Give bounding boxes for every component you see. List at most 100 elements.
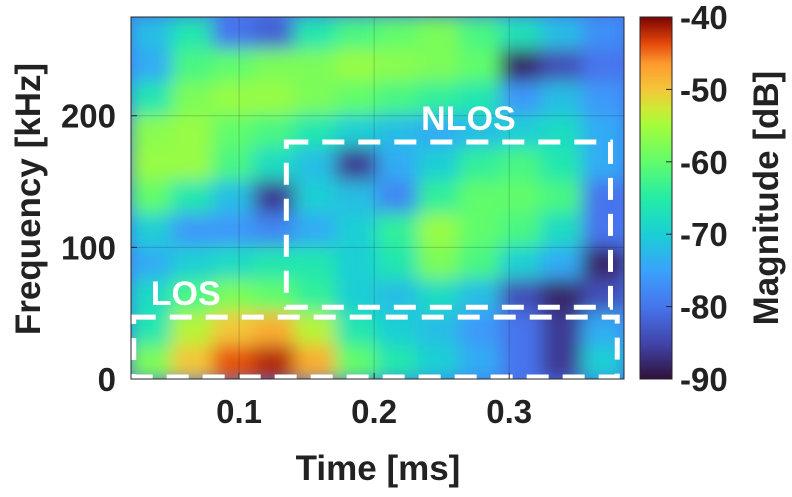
los-region-label: LOS	[151, 275, 221, 313]
heatmap-cell	[335, 213, 379, 249]
heatmap-cell	[171, 48, 215, 84]
colorbar-tick-label: -70	[680, 216, 728, 253]
heatmap-cell	[171, 246, 215, 282]
heatmap-cell	[171, 180, 215, 216]
heatmap-cell	[253, 213, 297, 249]
heatmap-cell	[540, 213, 584, 249]
heatmap-cell	[335, 246, 379, 282]
heatmap-cell	[458, 81, 502, 117]
heatmap-cell	[540, 17, 584, 51]
heatmap-cell	[171, 17, 215, 51]
heatmap-cell	[458, 147, 502, 183]
heatmap-cell	[581, 81, 624, 117]
heatmap-cell	[294, 246, 338, 282]
y-tick-label: 100	[61, 229, 116, 266]
heatmap-cell	[212, 180, 256, 216]
heatmap-cell	[253, 17, 297, 51]
colorbar-tick-label: -90	[680, 361, 728, 398]
heatmap-cell	[499, 48, 543, 84]
heatmap-cell	[581, 213, 624, 249]
heatmap-cell	[417, 48, 461, 84]
heatmap-cell	[294, 213, 338, 249]
colorbar-tick-label: -80	[680, 289, 728, 326]
heatmap-cell	[131, 279, 174, 315]
heatmap-cell	[212, 48, 256, 84]
nlos-region-label: NLOS	[421, 100, 515, 138]
heatmap-cell	[294, 17, 338, 51]
heatmap-cell	[499, 147, 543, 183]
heatmap-cell	[376, 213, 420, 249]
heatmap-cell	[131, 345, 174, 379]
y-tick-label: 0	[98, 361, 116, 398]
x-axis-label: Time [ms]	[296, 449, 461, 488]
heatmap-cell	[171, 213, 215, 249]
colorbar-tick-label: -50	[680, 71, 728, 108]
heatmap-cell	[335, 81, 379, 117]
heatmap-cell	[294, 81, 338, 117]
heatmap-cell	[376, 48, 420, 84]
heatmap-cell	[253, 246, 297, 282]
heatmap-cell	[458, 345, 502, 379]
heatmap-cell	[458, 180, 502, 216]
heatmap-cell	[581, 48, 624, 84]
y-axis-label: Frequency [kHz]	[9, 63, 48, 335]
heatmap-cell	[171, 114, 215, 150]
heatmap-cell	[131, 81, 174, 117]
heatmap-cell	[335, 147, 379, 183]
heatmap-cell	[540, 246, 584, 282]
heatmap-cell	[417, 81, 461, 117]
heatmap-cell	[212, 345, 256, 379]
heatmap-cell	[499, 81, 543, 117]
x-tick-label: 0.3	[486, 393, 532, 430]
y-tick-label: 200	[61, 98, 116, 135]
heatmap-cell	[335, 345, 379, 379]
heatmap-cell	[171, 279, 215, 315]
heatmap-cell	[131, 147, 174, 183]
heatmap-cell	[335, 48, 379, 84]
heatmap-cell	[499, 17, 543, 51]
plot-frame	[130, 16, 625, 380]
heatmap-cell	[376, 345, 420, 379]
heatmap-cell	[253, 81, 297, 117]
heatmap-cell	[294, 48, 338, 84]
heatmap-cell	[212, 147, 256, 183]
heatmap-cell	[499, 246, 543, 282]
heatmap-cell	[212, 213, 256, 249]
los-region-box	[131, 314, 620, 380]
heatmap-cell	[499, 180, 543, 216]
heatmap-cell	[131, 17, 174, 51]
heatmap-cell	[294, 345, 338, 379]
heatmap-cell	[458, 213, 502, 249]
annotation-regions: LOS NLOS	[131, 100, 620, 380]
heatmap-cell	[212, 17, 256, 51]
heatmap-cell	[581, 147, 624, 183]
heatmap-cell	[131, 246, 174, 282]
heatmap-cell	[458, 246, 502, 282]
heatmap-cell	[581, 246, 624, 282]
heatmap-cell	[458, 48, 502, 84]
heatmap-cell	[581, 180, 624, 216]
heatmap-cell	[171, 81, 215, 117]
heatmap-cell	[253, 147, 297, 183]
heatmap-cell	[458, 17, 502, 51]
heatmap-cell	[253, 345, 297, 379]
heatmap-cell	[294, 180, 338, 216]
colorbar-ticks: -90 -80 -70 -60 -50 -40	[666, 0, 728, 398]
heatmap-cell	[540, 180, 584, 216]
heatmap-cell	[335, 17, 379, 51]
heatmap-cell	[171, 345, 215, 379]
heatmap-cell	[253, 48, 297, 84]
heatmap-cell	[131, 114, 174, 150]
heatmap-cell	[131, 213, 174, 249]
heatmap-cell	[417, 213, 461, 249]
heatmap-cell	[171, 147, 215, 183]
heatmap-cell	[131, 48, 174, 84]
heatmap-cell	[212, 246, 256, 282]
heatmap-cell	[335, 180, 379, 216]
heatmap-cell	[581, 17, 624, 51]
colorbar-label: Magnitude [dB]	[747, 71, 786, 326]
colorbar-tick-label: -60	[680, 144, 728, 181]
heatmap-cell	[212, 279, 256, 315]
heatmap	[131, 17, 624, 379]
